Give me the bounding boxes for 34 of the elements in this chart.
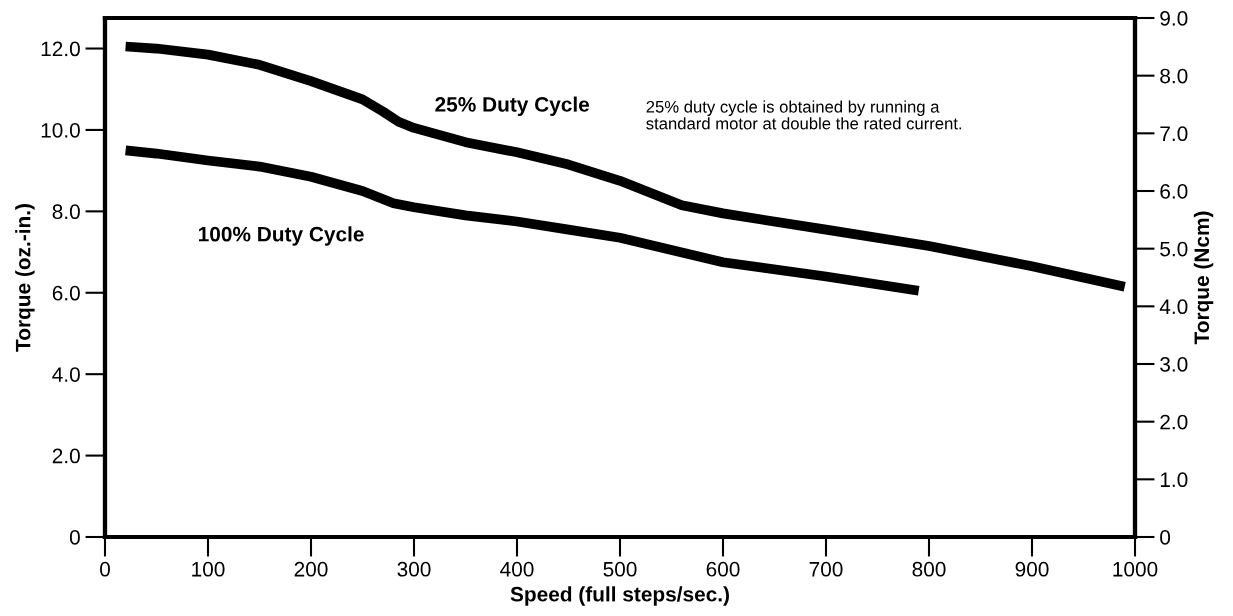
y-tick-label: 2.0 (52, 448, 80, 464)
x-tick-label: 900 (1015, 561, 1049, 577)
y-tick-label: 4.0 (52, 367, 80, 382)
y-tick-label: 6.0 (52, 285, 80, 301)
y2-tick-label: 2.0 (1160, 414, 1188, 430)
y2-tick-label: 4.0 (1159, 299, 1188, 315)
x-tick-label: 300 (397, 561, 431, 577)
x-tick-label: 1000 (1113, 561, 1158, 577)
y-tick-label: 10.0 (41, 122, 80, 138)
x-tick-label: 0 (100, 561, 110, 577)
x-tick-label: 600 (706, 561, 740, 577)
y2-tick-label: 3.0 (1160, 357, 1188, 372)
x-tick-label: 100 (192, 561, 225, 577)
y-tick-label: 12.0 (41, 41, 80, 57)
y2-tick-label: 0 (1160, 530, 1171, 545)
x-tick-label: 500 (603, 561, 637, 577)
y2-tick-label: 8.0 (1160, 68, 1188, 84)
y-tick-label: 0 (69, 530, 80, 545)
y2-tick-label: 9.0 (1160, 11, 1188, 26)
x-tick-label: 800 (912, 561, 946, 577)
y2-tick-label: 6.0 (1160, 184, 1188, 199)
y-axis-title: Torque (oz.-in.) (15, 204, 35, 352)
y2-tick-label: 5.0 (1160, 241, 1188, 257)
x-tick-label: 400 (500, 561, 534, 577)
x-tick-label: 200 (294, 561, 328, 577)
x-tick-label: 700 (809, 561, 843, 577)
y2-tick-label: 7.0 (1160, 126, 1188, 142)
x-axis-title: Speed (full steps/sec.) (510, 586, 729, 606)
y2-tick-label: 1.0 (1160, 472, 1188, 488)
series-label: 25% Duty Cycle (435, 96, 590, 116)
y-tick-label: 8.0 (52, 204, 80, 220)
series-label: 100% Duty Cycle (199, 226, 364, 246)
annotation: 25% duty cycle is obtained by running a standard motor at double the rated current. (646, 100, 962, 130)
y2-axis-title: Torque (Ncm) (1193, 211, 1214, 345)
